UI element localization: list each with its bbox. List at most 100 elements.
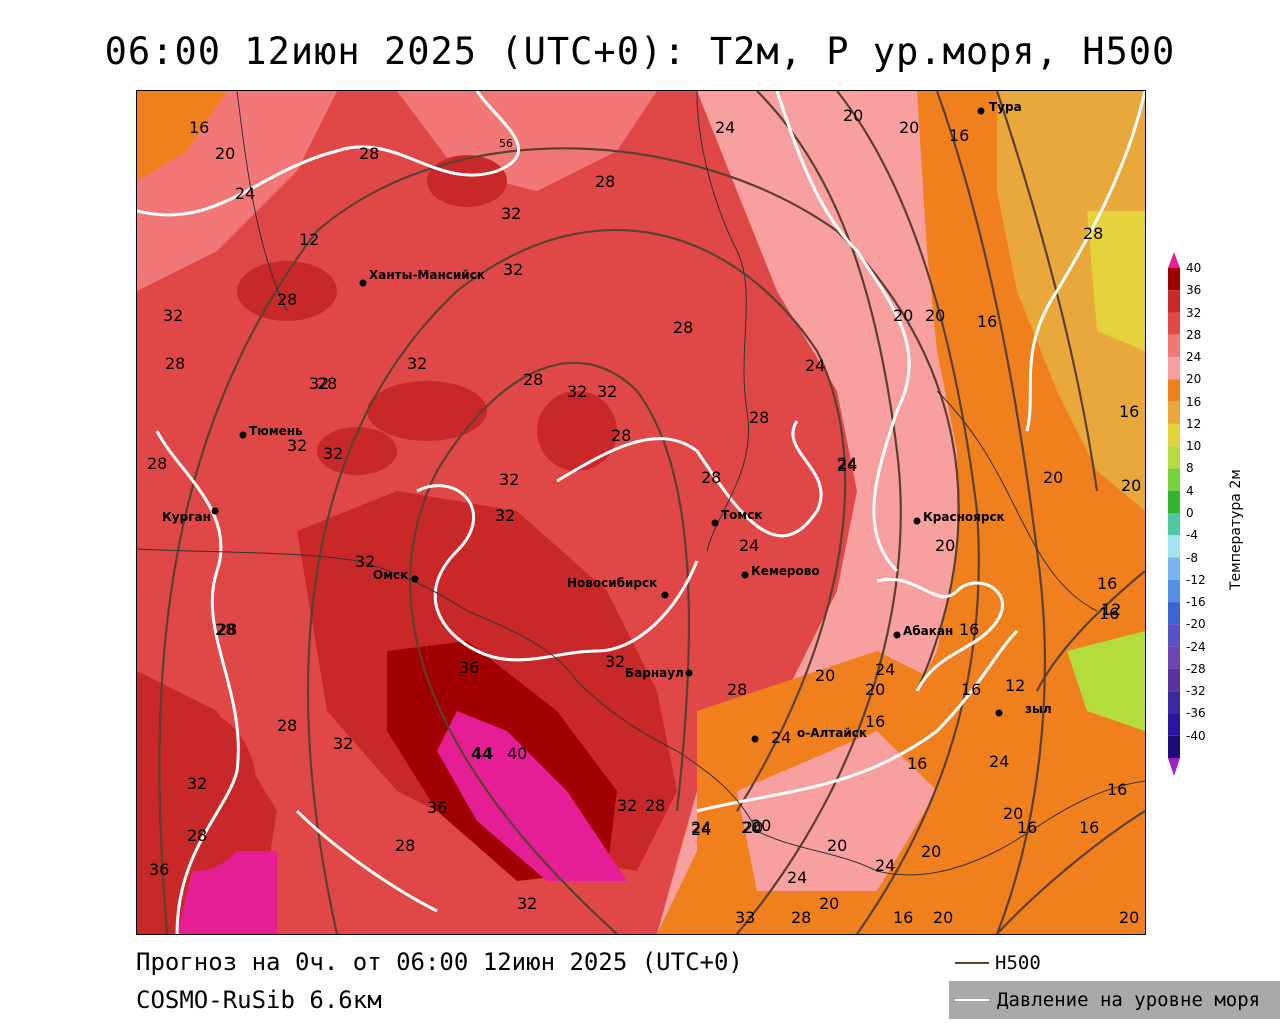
isoline-label: 44	[471, 744, 493, 763]
patch	[137, 711, 257, 871]
city-label: Омск	[373, 568, 408, 582]
h500-contours	[158, 91, 1145, 934]
isoline-label: 32	[567, 382, 587, 401]
isoline-label: 20	[215, 144, 235, 163]
colorbar-tick-label: -24	[1186, 639, 1206, 654]
colorbar-cell	[1168, 557, 1180, 580]
colorbar-cell	[1168, 713, 1180, 736]
colorbar-cell	[1168, 334, 1180, 358]
isoline-label: 32	[163, 306, 183, 325]
isoline-label: 20	[751, 816, 771, 835]
city-dot	[995, 709, 1003, 717]
city-label: зыл	[1025, 702, 1052, 716]
isoline-label: 24	[875, 856, 895, 875]
isoline-label: 24	[787, 868, 807, 887]
colorbar-cell	[1168, 401, 1180, 424]
pressure-contours	[137, 91, 1145, 934]
forecast-info: Прогноз на 0ч. от 06:00 12июн 2025 (UTC+…	[136, 948, 743, 976]
isoline-label: 32	[495, 506, 515, 525]
colorbar-tick-label: -40	[1186, 728, 1206, 743]
colorbar-cell	[1168, 624, 1180, 647]
isoline-label: 36	[149, 860, 169, 879]
isoline-label: 28	[277, 716, 297, 735]
city-dot	[741, 571, 749, 579]
isoline-label: 56	[499, 137, 513, 150]
colorbar-cell	[1168, 357, 1180, 380]
isoline-label: 28	[277, 290, 297, 309]
isoline-label: 32	[187, 774, 207, 793]
map-canvas: Тура Ханты-Мансийск Тюмень Курган Омск Н…	[137, 91, 1145, 934]
colorbar-tick-label: 28	[1186, 327, 1202, 342]
colorbar-cell	[1168, 312, 1180, 335]
isoline-label: 12	[1101, 600, 1121, 619]
city-dot	[977, 107, 985, 115]
colorbar-cells	[1168, 268, 1180, 758]
legend-pressure-label: Давление на уровне моря	[997, 989, 1261, 1011]
isoline-label: 16	[1079, 818, 1099, 837]
colorbar-tick-label: -16	[1186, 595, 1206, 610]
city-dot	[751, 735, 759, 743]
city-dot	[711, 519, 719, 527]
colorbar-tick-label: 24	[1186, 350, 1202, 365]
patch	[237, 261, 337, 321]
isoline-label: 20	[819, 894, 839, 913]
isoline-label: 20	[743, 818, 763, 837]
colorbar-tick-label: 20	[1186, 372, 1202, 387]
colorbar-tick-label: 40	[1186, 261, 1202, 275]
isoline-label: 16	[1097, 574, 1117, 593]
isoline-label: 28	[147, 454, 167, 473]
isoline-label: 20	[815, 666, 835, 685]
city-label: Тура	[989, 100, 1022, 114]
isoline-label: 20	[893, 306, 913, 325]
colorbar-cell	[1168, 535, 1180, 558]
colorbar-cell	[1168, 290, 1180, 313]
isoline-label: 24	[805, 356, 825, 375]
isoline-label: 32	[503, 260, 523, 279]
isoline-label: 16	[189, 118, 209, 137]
isoline-label: 24	[235, 184, 255, 203]
isoline-label: 24	[837, 454, 857, 473]
isoline-label: 32	[499, 470, 519, 489]
isoline-label: 20	[1119, 908, 1139, 927]
isoline-label: 24	[771, 728, 791, 747]
patch	[317, 427, 397, 475]
hot-core-40	[437, 711, 627, 881]
isoline-label: 28	[165, 354, 185, 373]
city-dot	[211, 507, 219, 515]
city-label: Ханты-Мансийск	[369, 268, 485, 282]
city-label: Барнаул	[625, 666, 684, 680]
colorbar-cell	[1168, 513, 1180, 536]
city-label: о-Алтайск	[797, 726, 867, 740]
isoline-label: 20	[921, 842, 941, 861]
isoline-label: 20	[1003, 804, 1023, 823]
city-dot	[411, 575, 419, 583]
isoline-label: 20	[827, 836, 847, 855]
colorbar-cell	[1168, 490, 1180, 513]
colorbar-cell	[1168, 602, 1180, 625]
isoline-label: 32	[517, 894, 537, 913]
city-markers: Тура Ханты-Мансийск Тюмень Курган Омск Н…	[162, 100, 1052, 743]
isoline-label: 28	[215, 620, 235, 639]
legend-h500-line	[955, 962, 989, 964]
isoline-label: 16	[949, 126, 969, 145]
temperature-map[interactable]: Тура Ханты-Мансийск Тюмень Курган Омск Н…	[136, 90, 1146, 935]
city-dot	[359, 279, 367, 287]
colorbar-tick-label: -32	[1186, 684, 1206, 699]
isoline-label: 16	[1099, 604, 1119, 623]
isoline-label: 20	[935, 536, 955, 555]
isoline-label: 28	[673, 318, 693, 337]
isoline-label: 24	[837, 456, 857, 475]
isoline-label: 16	[865, 712, 885, 731]
colorbar-tick-label: 32	[1186, 305, 1202, 320]
colorbar-tick-label: 36	[1186, 283, 1202, 298]
colorbar-tick-label: -12	[1186, 572, 1206, 587]
colorbar-tick-label: 4	[1186, 483, 1194, 498]
legend-h500: H500	[955, 952, 1041, 974]
colorbar-tick-label: 12	[1186, 416, 1202, 431]
isoline-label: 32	[407, 354, 427, 373]
colorbar-cell	[1168, 423, 1180, 447]
region-10-12	[1087, 211, 1145, 351]
isoline-label: 28	[749, 408, 769, 427]
patch	[367, 381, 487, 441]
legend-pressure-line	[955, 999, 989, 1001]
